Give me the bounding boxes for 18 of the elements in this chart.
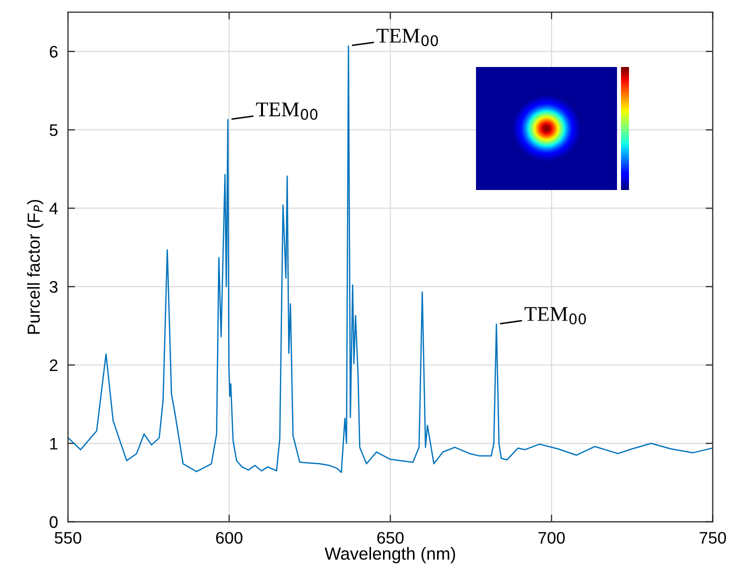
y-tick-label: 6 xyxy=(50,46,58,58)
y-tick-label: 3 xyxy=(50,281,58,293)
x-tick-label: 550 xyxy=(54,532,82,544)
y-tick-label: 0 xyxy=(50,516,58,528)
y-axis-title: Purcell factor (F$_{P}$) xyxy=(27,200,44,334)
annotation: TEM$_{00}$ xyxy=(524,307,586,324)
y-tick-label: 2 xyxy=(50,359,58,372)
x-tick-label: 600 xyxy=(216,532,242,544)
x-tick-label: 700 xyxy=(538,532,565,544)
x-tick-label: 650 xyxy=(377,532,404,544)
line-series xyxy=(68,45,713,474)
x-axis-title: Wavelength (nm) xyxy=(324,547,456,564)
annotation: TEM$_{00}$ xyxy=(256,102,318,120)
annotation: TEM$_{00}$ xyxy=(376,28,438,46)
y-tick-label: 1 xyxy=(50,438,58,450)
y-tick-label: 5 xyxy=(50,124,58,136)
y-tick-label: 4 xyxy=(49,202,58,214)
x-tick-label: 750 xyxy=(700,532,726,544)
